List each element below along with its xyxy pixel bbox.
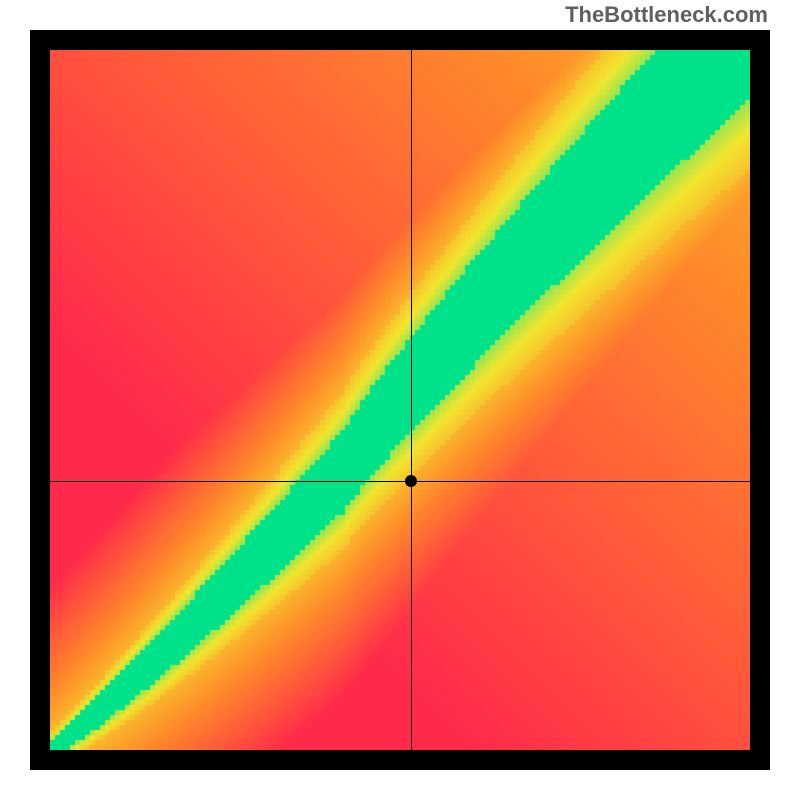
plot-area — [50, 50, 750, 750]
heatmap-canvas — [50, 50, 750, 750]
crosshair-horizontal — [50, 481, 750, 482]
watermark-text: TheBottleneck.com — [565, 2, 768, 28]
crosshair-vertical — [411, 50, 412, 750]
marker-dot — [405, 475, 417, 487]
chart-outer-frame — [30, 30, 770, 770]
container: TheBottleneck.com — [0, 0, 800, 800]
